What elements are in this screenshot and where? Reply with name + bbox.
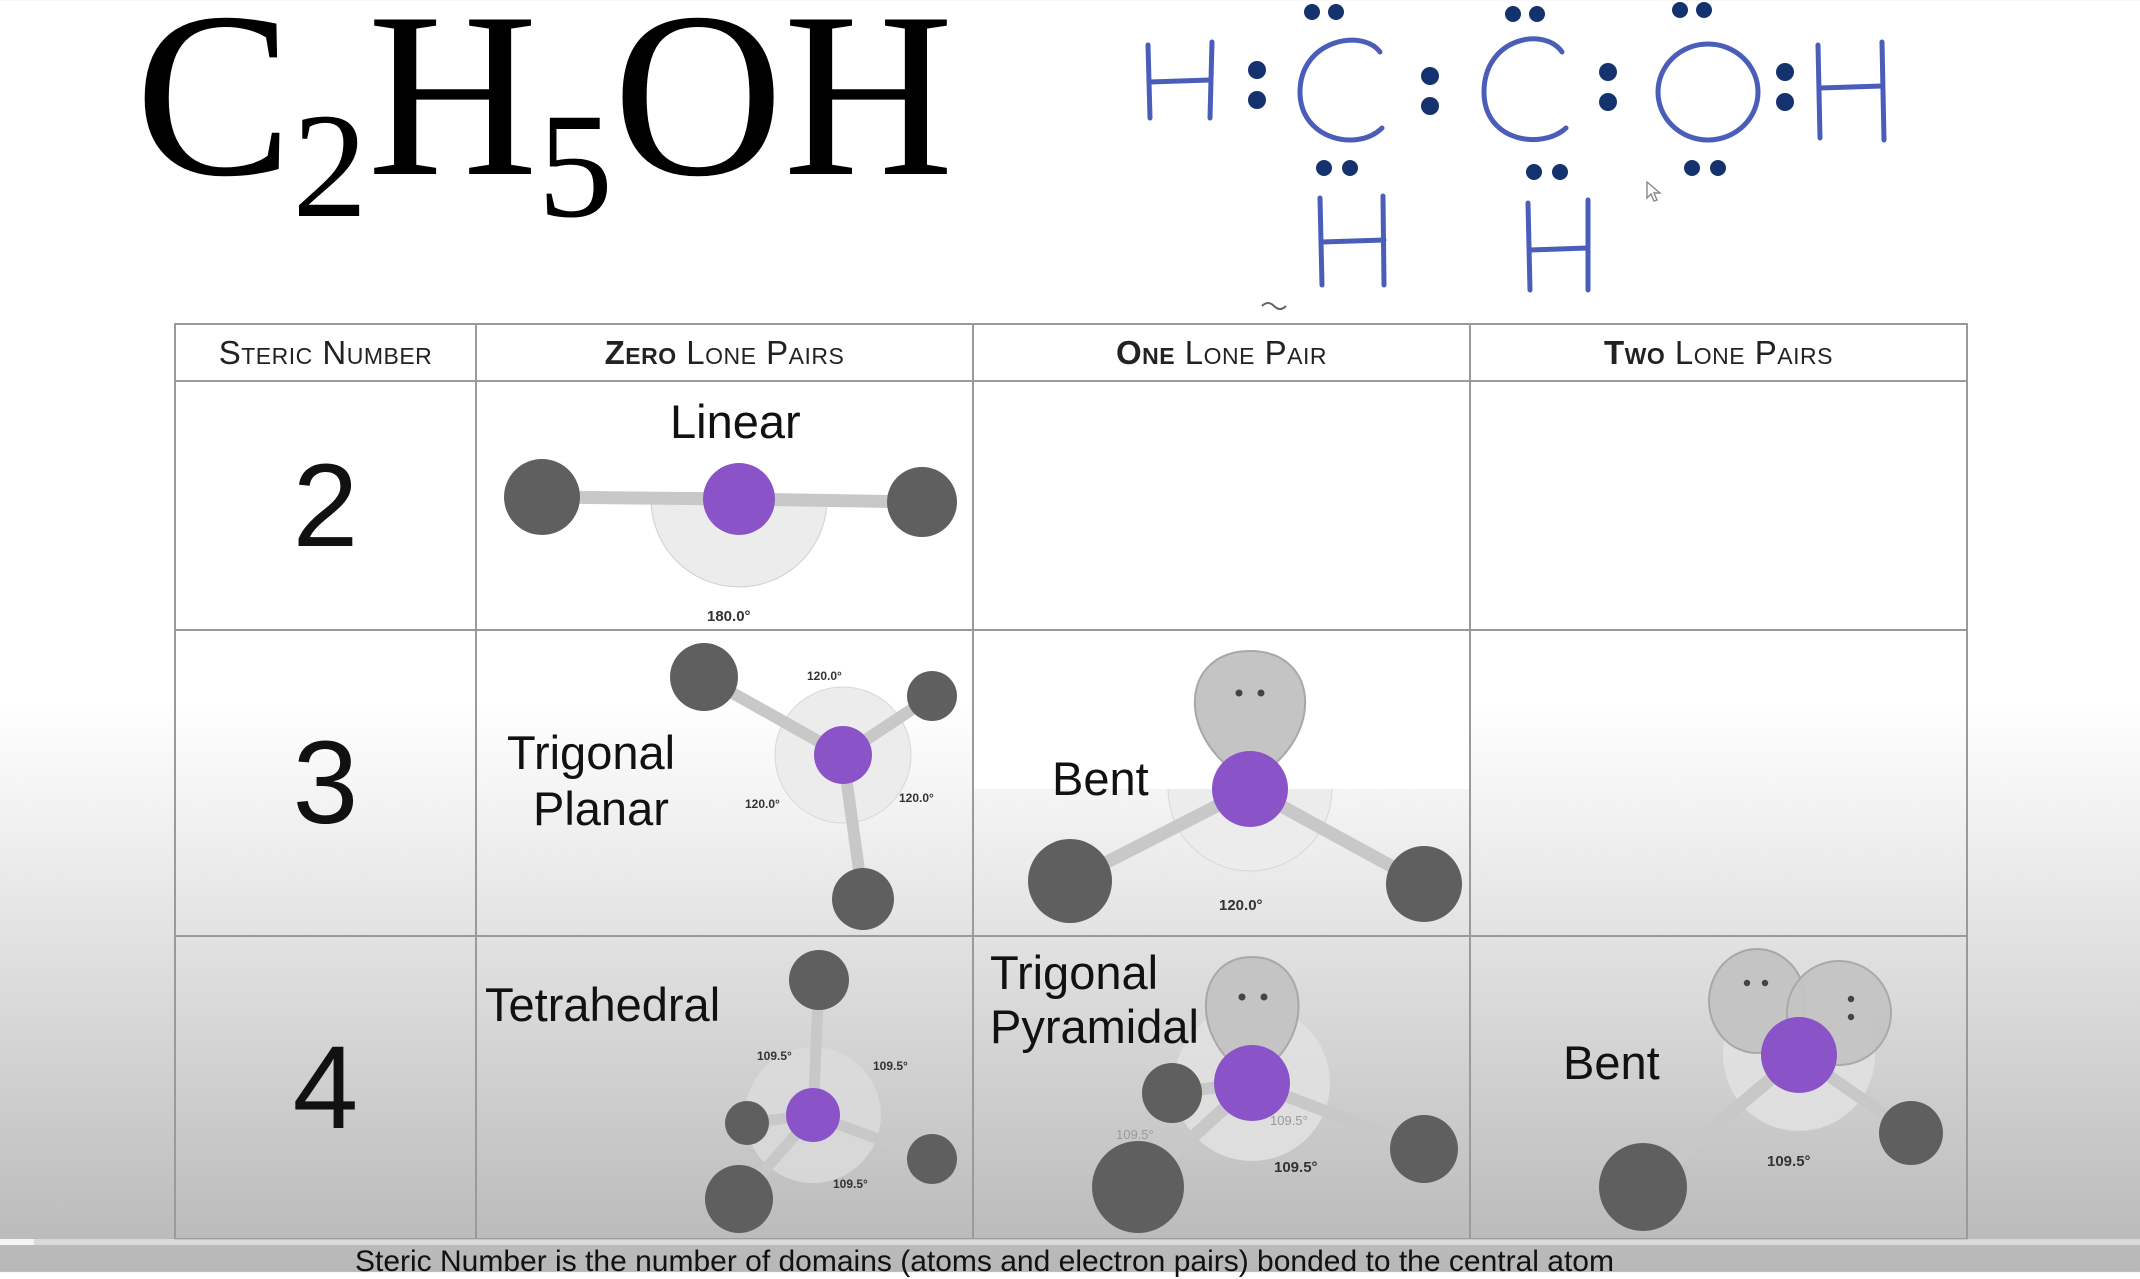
cell-trigonal-planar: Trigonal Planar 120.0° 120.0° 120.0° (475, 629, 974, 937)
formula-subscript-5: 5 (537, 83, 613, 249)
central-atom (1212, 751, 1288, 827)
lewis-atom-h2 (1815, 39, 1887, 143)
outer-atom (1386, 846, 1462, 922)
cell-linear: Linear 180.0° (475, 380, 974, 631)
lone-pair-lobe (1193, 649, 1307, 783)
lewis-atom-h4 (1525, 197, 1591, 293)
trigonal-planar-molecule (670, 643, 957, 930)
outer-atom (1599, 1143, 1687, 1231)
outer-atom (705, 1165, 773, 1233)
pen-cursor-mark (1261, 302, 1287, 310)
shape-label: Linear (670, 395, 801, 448)
bond-angle-label: 180.0° (707, 608, 751, 625)
table-row: 3 Trigonal Planar 120.0° (174, 629, 1968, 937)
cell-tetrahedral: Tetrahedral 109.5° 109.5° 109.5° (475, 935, 974, 1240)
lewis-atom-c2 (1481, 36, 1569, 143)
bond-angle-label: 109.5° (1274, 1159, 1318, 1176)
shape-label-line2: Planar (533, 782, 669, 835)
lewis-atom-h3 (1317, 193, 1387, 288)
cell-empty (1469, 380, 1968, 631)
outer-atom (789, 950, 849, 1010)
bond-angle-label: 120.0° (807, 669, 842, 683)
central-atom (1761, 1017, 1837, 1093)
lone-pair-lobe (1205, 955, 1300, 1079)
header-one-lone-pair: One Lone Pair (972, 323, 1471, 382)
video-progress-bar[interactable] (0, 1239, 2140, 1245)
cell-empty (1469, 629, 1968, 937)
header-steric-number: Steric Number (174, 323, 477, 382)
outer-atom (1092, 1141, 1184, 1233)
steric-number-cell: 3 (174, 629, 477, 937)
cell-empty (972, 380, 1471, 631)
outer-atom (887, 467, 957, 537)
outer-atom (1390, 1115, 1458, 1183)
shape-label: Tetrahedral (485, 978, 721, 1031)
bent-molecule-two-lone-pairs (1599, 948, 1943, 1231)
shape-label-line2: Pyramidal (990, 1000, 1199, 1053)
bent-molecule (975, 632, 1468, 923)
table-header-row: Steric Number Zero Lone Pairs One Lone P… (174, 323, 1968, 382)
bond-angle-label: 109.5° (1767, 1153, 1811, 1170)
outer-atom (1028, 839, 1112, 923)
video-progress-played (0, 1239, 34, 1245)
formula-subscript-2: 2 (292, 83, 368, 249)
table-row: 2 Linear 180.0° (174, 380, 1968, 631)
bond-angle-label: 109.5° (757, 1049, 792, 1063)
footer-caption: Steric Number is the number of domains (… (355, 1245, 1614, 1278)
steric-number-cell: 2 (174, 380, 477, 631)
shape-label-line1: Trigonal (507, 726, 676, 779)
trigonal-pyramidal-molecule (1092, 955, 1458, 1233)
formula-hydroxyl: OH (612, 0, 954, 226)
formula-hydrogen: H (367, 0, 538, 226)
cell-trigonal-pyramidal: Trigonal Pyramidal 109.5° 109.5° 109.5° (972, 935, 1471, 1240)
mouse-cursor-icon (1646, 180, 1662, 202)
shape-label: Bent (1052, 752, 1149, 805)
outer-atom (1879, 1101, 1943, 1165)
bond-angle-label: 120.0° (745, 797, 780, 811)
lewis-atom-o (1655, 41, 1761, 143)
cell-bent-one-lone-pair: Bent 120.0° (972, 629, 1471, 937)
linear-molecule (478, 383, 971, 588)
lewis-atom-c1 (1297, 37, 1385, 143)
outer-atom (725, 1101, 769, 1145)
outer-atom (1142, 1063, 1202, 1123)
bond-angle-label: 120.0° (899, 791, 934, 805)
lewis-structure (1145, 2, 1887, 310)
outer-atom (907, 671, 957, 721)
bond-angle-label: 109.5° (873, 1059, 908, 1073)
central-atom (703, 463, 775, 535)
shape-label-line1: Trigonal (990, 946, 1159, 999)
bond-angle-label: 109.5° (1270, 1113, 1308, 1128)
steric-number-cell: 4 (174, 935, 477, 1240)
outer-atom (670, 643, 738, 711)
central-atom (814, 726, 872, 784)
bond-angle-label: 120.0° (1219, 897, 1263, 914)
header-two-lone-pairs: Two Lone Pairs (1469, 323, 1968, 382)
bond-angle-label: 109.5° (833, 1177, 868, 1191)
lewis-electron-dots (1248, 2, 1794, 180)
tetrahedral-molecule (705, 950, 957, 1233)
cell-bent-two-lone-pairs: Bent 109.5° (1469, 935, 1968, 1240)
table-row: 4 Tetrahedral (174, 935, 1968, 1240)
molecular-formula: C2H5OH (135, 0, 954, 241)
header-zero-lone-pairs: Zero Lone Pairs (475, 323, 974, 382)
formula-carbon: C (135, 0, 293, 226)
central-atom (1214, 1045, 1290, 1121)
central-atom (786, 1088, 840, 1142)
outer-atom (907, 1134, 957, 1184)
vsepr-table: Steric Number Zero Lone Pairs One Lone P… (174, 323, 1968, 1240)
lewis-atom-h1 (1145, 39, 1215, 121)
bond-angle-label: 109.5° (1116, 1127, 1154, 1142)
outer-atom (832, 868, 894, 930)
outer-atom (504, 459, 580, 535)
shape-label: Bent (1563, 1036, 1660, 1089)
